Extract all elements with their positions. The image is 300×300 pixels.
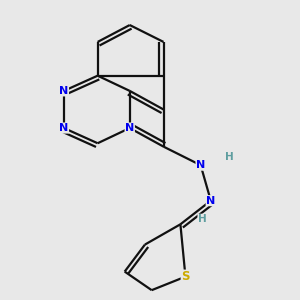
Text: N: N — [59, 86, 68, 96]
Text: S: S — [181, 270, 190, 283]
Text: N: N — [59, 123, 68, 133]
Text: H: H — [198, 214, 207, 224]
Text: H: H — [225, 152, 234, 162]
Text: N: N — [125, 123, 134, 133]
Text: N: N — [206, 196, 215, 206]
Text: N: N — [196, 160, 205, 170]
